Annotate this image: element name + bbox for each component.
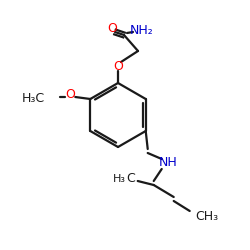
Text: CH₃: CH₃ [196,210,219,224]
Text: O: O [113,60,123,74]
Text: NH₂: NH₂ [130,24,154,36]
Text: H₃C: H₃C [22,92,45,106]
Text: O: O [65,88,75,102]
Text: O: O [107,22,117,36]
Text: C: C [127,172,136,186]
Text: NH: NH [158,156,177,170]
Text: H₃: H₃ [113,174,126,184]
